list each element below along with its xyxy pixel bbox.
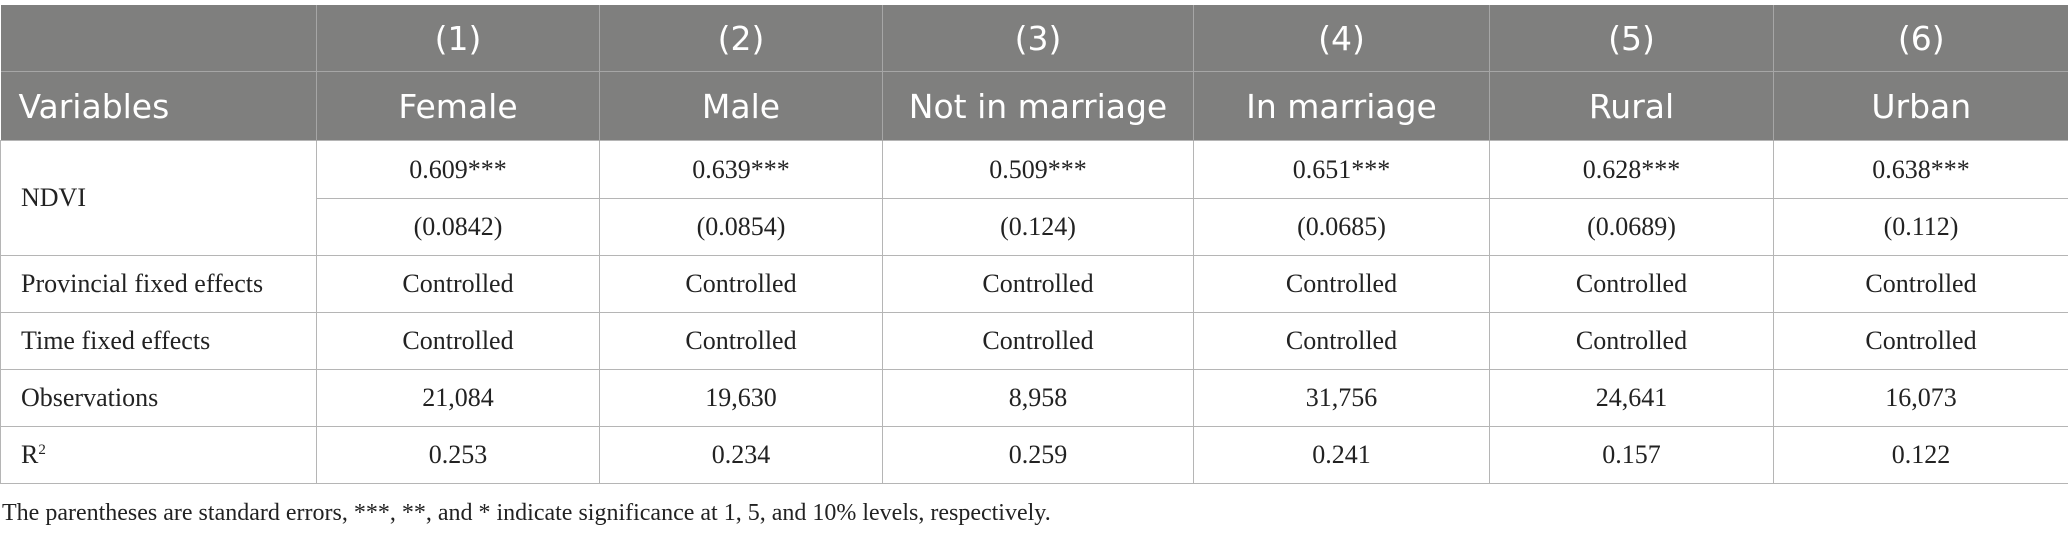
table-cell: 0.253 <box>316 426 600 484</box>
header-empty-cell <box>0 5 317 72</box>
table-cell: 16,073 <box>1773 369 2068 427</box>
header-number: (5) <box>1489 5 1774 72</box>
header-number: (4) <box>1193 5 1490 72</box>
table-row-ndvi-coef: NDVI 0.609*** 0.639*** 0.509*** 0.651***… <box>0 140 2068 256</box>
ndvi-se-cell: (0.0854) <box>599 198 883 256</box>
header-group: Urban <box>1773 71 2068 141</box>
table-cell: Controlled <box>1489 255 1774 313</box>
ndvi-coef-cell: 0.651*** <box>1193 140 1490 199</box>
header-group: Male <box>599 71 883 141</box>
ndvi-se-cell: (0.0685) <box>1193 198 1490 256</box>
header-number-row: (1) (2) (3) (4) (5) (6) <box>0 5 2068 72</box>
header-group: Rural <box>1489 71 1774 141</box>
row-label: Observations <box>0 369 317 427</box>
header-group: Female <box>316 71 600 141</box>
table-cell: Controlled <box>316 255 600 313</box>
header-group: Not in marriage <box>882 71 1194 141</box>
table-row-provincial-fe: Provincial fixed effects Controlled Cont… <box>0 255 2068 313</box>
table-cell: 0.122 <box>1773 426 2068 484</box>
table-cell: Controlled <box>1773 255 2068 313</box>
table-cell: 8,958 <box>882 369 1194 427</box>
ndvi-se-cell: (0.0842) <box>316 198 600 256</box>
table-cell: 21,084 <box>316 369 600 427</box>
table-header: (1) (2) (3) (4) (5) (6) Variables Female… <box>0 5 2068 141</box>
ndvi-coef-cell: 0.609*** <box>316 140 600 199</box>
ndvi-se-cell: (0.0689) <box>1489 198 1774 256</box>
table-row-r-squared: R2 0.253 0.234 0.259 0.241 0.157 0.122 <box>0 426 2068 484</box>
r-squared-base: R <box>21 440 39 469</box>
table-body: NDVI 0.609*** 0.639*** 0.509*** 0.651***… <box>0 140 2068 484</box>
regression-table: (1) (2) (3) (4) (5) (6) Variables Female… <box>0 5 2068 484</box>
r-squared-superscript: 2 <box>38 442 46 458</box>
table-cell: 0.259 <box>882 426 1194 484</box>
ndvi-coef-cell: 0.638*** <box>1773 140 2068 199</box>
table-cell: Controlled <box>882 312 1194 370</box>
table-cell: Controlled <box>1193 255 1490 313</box>
table-cell: Controlled <box>1489 312 1774 370</box>
row-label: Time fixed effects <box>0 312 317 370</box>
table-cell: Controlled <box>599 255 883 313</box>
table-cell: 0.234 <box>599 426 883 484</box>
table-cell: 31,756 <box>1193 369 1490 427</box>
table-cell: 24,641 <box>1489 369 1774 427</box>
ndvi-coef-cell: 0.628*** <box>1489 140 1774 199</box>
header-number: (3) <box>882 5 1194 72</box>
header-number: (2) <box>599 5 883 72</box>
row-label-r-squared: R2 <box>0 426 317 484</box>
table-cell: Controlled <box>882 255 1194 313</box>
ndvi-coef-cell: 0.639*** <box>599 140 883 199</box>
table-cell: 0.157 <box>1489 426 1774 484</box>
table-row-time-fe: Time fixed effects Controlled Controlled… <box>0 312 2068 370</box>
header-group: In marriage <box>1193 71 1490 141</box>
table-row-observations: Observations 21,084 19,630 8,958 31,756 … <box>0 369 2068 427</box>
row-label: Provincial fixed effects <box>0 255 317 313</box>
table-cell: Controlled <box>1773 312 2068 370</box>
table-cell: Controlled <box>599 312 883 370</box>
header-number: (1) <box>316 5 600 72</box>
table-footnote: The parentheses are standard errors, ***… <box>2 500 1051 526</box>
table-cell: 19,630 <box>599 369 883 427</box>
variables-header: Variables <box>0 71 317 141</box>
table-cell: 0.241 <box>1193 426 1490 484</box>
header-group-row: Variables Female Male Not in marriage In… <box>0 71 2068 141</box>
header-number: (6) <box>1773 5 2068 72</box>
table-cell: Controlled <box>1193 312 1490 370</box>
ndvi-coef-cell: 0.509*** <box>882 140 1194 199</box>
ndvi-se-cell: (0.112) <box>1773 198 2068 256</box>
table-cell: Controlled <box>316 312 600 370</box>
ndvi-se-cell: (0.124) <box>882 198 1194 256</box>
row-label-ndvi: NDVI <box>0 140 317 256</box>
